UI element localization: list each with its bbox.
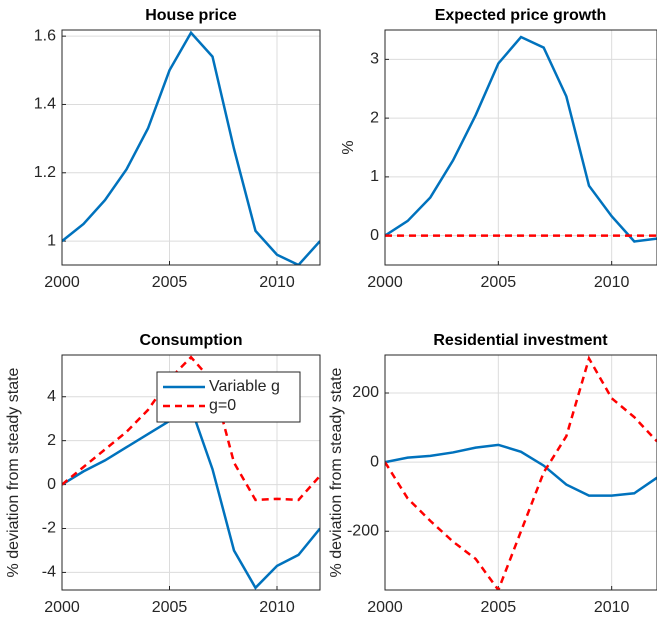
y-tick-label: 200 bbox=[352, 384, 379, 401]
x-tick-label: 2010 bbox=[594, 274, 630, 291]
legend-box bbox=[156, 371, 301, 423]
axes-box bbox=[61, 354, 321, 591]
x-tick-label: 2010 bbox=[259, 274, 295, 291]
plot-area bbox=[385, 30, 657, 265]
y-tick-label: 1.4 bbox=[34, 96, 56, 113]
lines bbox=[62, 30, 320, 265]
y-axis-label: % deviation from steady state bbox=[5, 367, 22, 577]
y-tick-label: 1 bbox=[47, 232, 56, 249]
x-tick-label: 2005 bbox=[152, 274, 188, 291]
y-tick-label: 1 bbox=[370, 168, 379, 185]
panel: 2000 2005 2010 0 1 2 3 Expected price growth% bbox=[340, 7, 657, 291]
axes-box bbox=[61, 29, 321, 266]
y-tick-label: 3 bbox=[370, 51, 379, 68]
axes-box bbox=[384, 354, 657, 591]
chart-title: Consumption bbox=[139, 332, 242, 349]
x-tick-label: 2000 bbox=[367, 274, 403, 291]
chart-title: Residential investment bbox=[433, 332, 608, 349]
x-tick-label: 2010 bbox=[594, 599, 630, 616]
chart-title: Expected price growth bbox=[435, 7, 607, 24]
panel: 2000 2005 2010 -200 0 200 Residential investme… bbox=[328, 332, 657, 616]
y-tick-label: 2 bbox=[47, 432, 56, 449]
x-tick-label: 2010 bbox=[259, 599, 295, 616]
panel: 2000 2005 2010 -4 -2 0 2 4 Consumption % deviatio… bbox=[5, 332, 321, 616]
y-tick-label: 0 bbox=[370, 453, 379, 470]
data-line bbox=[385, 443, 657, 497]
x-tick-label: 2000 bbox=[367, 599, 403, 616]
x-tick-label: 2000 bbox=[44, 599, 80, 616]
y-tick-label: -2 bbox=[42, 520, 56, 537]
x-tick-label: 2005 bbox=[481, 599, 517, 616]
lines bbox=[385, 355, 657, 590]
legend-label: Variable g bbox=[209, 378, 280, 395]
y-tick-label: -200 bbox=[347, 522, 379, 539]
y-axis-label: % deviation from steady state bbox=[328, 367, 345, 577]
chart-title: House price bbox=[145, 7, 237, 24]
y-axis-label: % bbox=[340, 140, 357, 154]
data-line bbox=[385, 355, 657, 590]
data-line bbox=[385, 35, 657, 243]
y-tick-label: 0 bbox=[47, 476, 56, 493]
x-tick-label: 2005 bbox=[152, 599, 188, 616]
data-line bbox=[62, 355, 320, 502]
x-tick-label: 2000 bbox=[44, 274, 80, 291]
data-line bbox=[62, 30, 320, 265]
y-tick-label: 0 bbox=[370, 227, 379, 244]
y-tick-label: 4 bbox=[47, 388, 56, 405]
lines bbox=[385, 35, 657, 243]
panel: 2000 2005 2010 1 1.2 1.4 1.6 House price bbox=[34, 7, 321, 291]
axes-box bbox=[384, 29, 657, 266]
plot-area bbox=[385, 355, 657, 590]
y-tick-label: 1.6 bbox=[34, 27, 56, 44]
legend-label: g=0 bbox=[209, 397, 236, 414]
x-tick-label: 2005 bbox=[481, 274, 517, 291]
plot-area bbox=[62, 30, 320, 265]
y-tick-label: 2 bbox=[370, 109, 379, 126]
y-tick-label: 1.2 bbox=[34, 164, 56, 181]
y-tick-label: -4 bbox=[42, 564, 56, 581]
